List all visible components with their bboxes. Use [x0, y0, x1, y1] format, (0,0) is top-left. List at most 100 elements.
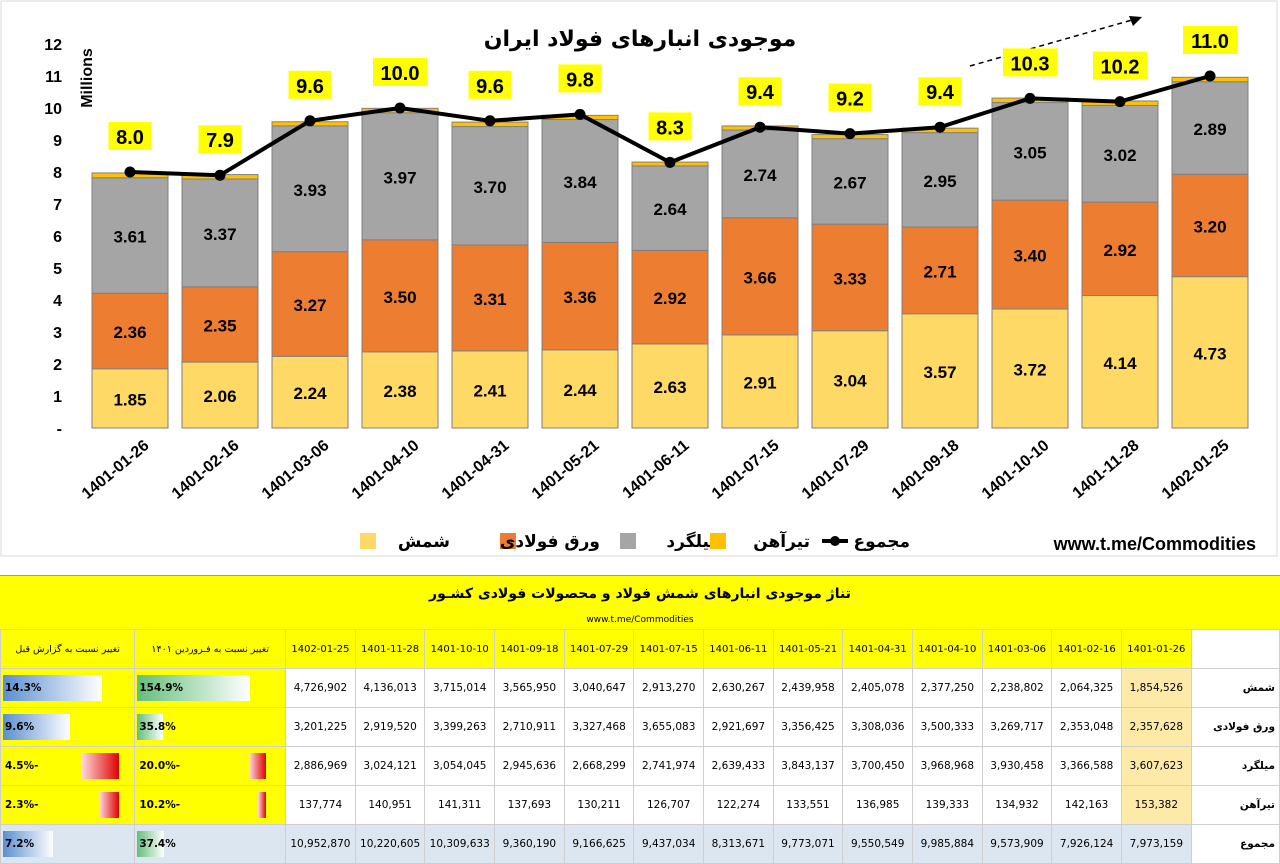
total-label-bg: [648, 112, 692, 141]
total-label: 9.2: [836, 89, 864, 111]
inventory-table-section: تناژ موجودی انبارهای شمش فولاد و محصولات…: [0, 575, 1280, 864]
bar-value-label: 2.63: [653, 378, 686, 397]
table-cell: 3,054,045: [424, 746, 496, 786]
table-cell: 2,913,270: [633, 668, 705, 708]
x-tick-label: 1401-02-16: [169, 437, 243, 503]
x-tick-label: 1401-07-15: [709, 437, 783, 503]
table-row: مجموع 7,973,159 7,926,124 9,573,909 9,985,88…: [0, 824, 1280, 864]
table-cell: 153,382: [1120, 785, 1192, 825]
bar-segment: [181, 178, 259, 288]
change-base-cell: -20.0%: [134, 746, 287, 786]
data-bar: [257, 792, 267, 818]
bar-value-label: 2.91: [743, 373, 776, 392]
table-cell: 134,932: [981, 785, 1053, 825]
total-label-bg: [1183, 26, 1237, 54]
y-tick-label: 7: [53, 197, 62, 214]
bar-segment: [271, 355, 349, 429]
table-cell: 2,064,325: [1051, 668, 1122, 708]
table-header-date: 1401-01-26: [1120, 629, 1192, 669]
bar-segment: [181, 361, 259, 429]
bar-value-label: 2.35: [203, 316, 236, 335]
table-cell: 3,327,468: [563, 707, 635, 747]
total-label: 9.8: [566, 69, 594, 91]
change-base-cell: 37.4%: [134, 824, 287, 864]
bar-value-label: 2.74: [743, 166, 777, 185]
table-header-date: 1402-01-25: [285, 629, 356, 669]
bar-segment: [631, 343, 709, 429]
bar-segment: [991, 308, 1069, 429]
table-cell: 4,136,013: [354, 668, 426, 708]
x-tick-label: 1401-10-10: [979, 437, 1053, 503]
table-cell: 10,952,870: [285, 824, 356, 864]
total-label: 9.6: [476, 76, 504, 98]
total-label-bg: [558, 64, 602, 93]
row-label: تیرآهن: [1190, 785, 1280, 825]
bar-value-label: 2.92: [1103, 241, 1136, 260]
change-value: -10.2%: [139, 799, 181, 811]
table-cell: 7,973,159: [1120, 824, 1192, 864]
bar-value-label: 3.02: [1103, 146, 1136, 165]
total-label-bg: [288, 70, 332, 99]
source-url: www.t.me/Commodities: [1053, 534, 1256, 554]
total-point: [934, 121, 946, 133]
bar-value-label: 3.84: [563, 173, 597, 192]
table-cell: 3,024,121: [354, 746, 426, 786]
data-bar: [3, 675, 103, 701]
table-header-change-prev: تغییر نسبت به گزارش قبل: [0, 629, 136, 669]
table-cell: 2,639,433: [703, 746, 774, 786]
bar-value-label: 2.64: [653, 200, 687, 219]
change-value: 37.4%: [139, 838, 176, 850]
total-label-bg: [373, 58, 427, 86]
y-tick-label: 11: [45, 69, 62, 86]
table-cell: 3,201,225: [285, 707, 356, 747]
bar-value-label: 2.92: [653, 289, 686, 308]
bar-value-label: 3.27: [293, 296, 326, 315]
change-prev-cell: 7.2%: [0, 824, 136, 864]
bar-segment: [541, 119, 619, 243]
total-point: [1024, 92, 1036, 104]
table-header-date: 1401-03-06: [981, 629, 1053, 669]
y-tick-label: 1: [53, 389, 62, 406]
table-row: تیرآهن 153,382 142,163 134,932 139,333 136,98…: [0, 785, 1280, 825]
bar-segment: [451, 126, 529, 246]
total-point: [754, 121, 766, 133]
x-tick-label: 1401-06-11: [620, 437, 693, 502]
table-cell: 2,886,969: [285, 746, 356, 786]
table-cell: 122,274: [703, 785, 774, 825]
table-cell: 9,437,034: [633, 824, 705, 864]
table-cell: 3,607,623: [1120, 746, 1192, 786]
bar-segment: [271, 125, 349, 253]
bar-segment: [91, 177, 169, 294]
table-cell: 3,040,647: [563, 668, 635, 708]
change-value: 154.9%: [139, 682, 184, 694]
table-cell: 139,333: [912, 785, 983, 825]
table-cell: 3,269,717: [981, 707, 1053, 747]
table-header-date: 1401-09-18: [494, 629, 565, 669]
total-label-bg: [198, 125, 242, 154]
y-tick-label: 4: [53, 293, 62, 310]
table-header-date: 1401-05-21: [772, 629, 844, 669]
x-tick-label: 1401-07-29: [799, 437, 873, 503]
table-cell: 9,166,625: [563, 824, 635, 864]
bar-value-label: 4.73: [1193, 344, 1226, 363]
table-cell: 3,843,137: [772, 746, 844, 786]
total-point: [124, 166, 136, 178]
table-cell: 130,211: [563, 785, 635, 825]
y-tick-label: 5: [53, 261, 62, 278]
bar-value-label: 4.14: [1103, 354, 1137, 373]
table-cell: 3,565,950: [494, 668, 565, 708]
table-cell: 137,693: [494, 785, 565, 825]
bar-value-label: 3.31: [473, 290, 506, 309]
table-header-date: 1401-06-11: [703, 629, 774, 669]
table-cell: 2,710,911: [494, 707, 565, 747]
bar-value-label: 2.95: [923, 172, 956, 191]
total-point: [844, 128, 856, 140]
table-cell: 2,377,250: [912, 668, 983, 708]
total-point: [574, 108, 586, 120]
table-cell: 2,630,267: [703, 668, 774, 708]
table-cell: 9,573,909: [981, 824, 1053, 864]
table-cell: 141,311: [424, 785, 496, 825]
table-cell: 3,356,425: [772, 707, 844, 747]
bar-value-label: 2.24: [293, 384, 327, 403]
